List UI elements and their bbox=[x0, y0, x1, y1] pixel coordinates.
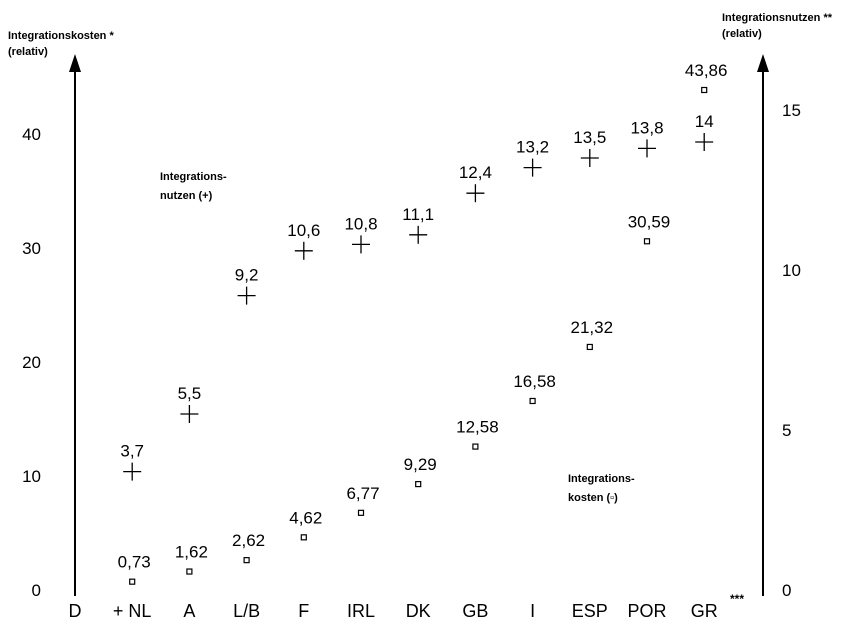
category-label: GB bbox=[462, 601, 488, 621]
category-label: L/B bbox=[233, 601, 260, 621]
left-axis-ticks: 0 10 20 30 40 bbox=[22, 125, 41, 600]
nutzen-data-label: 10,6 bbox=[287, 221, 320, 240]
nutzen-data-label: 10,8 bbox=[344, 214, 377, 233]
category-labels: D + NL A L/B F IRL DK GB I ESP POR GR bbox=[69, 601, 718, 621]
category-label: DK bbox=[406, 601, 431, 621]
right-axis-arrow-icon bbox=[757, 54, 769, 72]
left-tick-label: 10 bbox=[22, 467, 41, 486]
kosten-data-label: 16,58 bbox=[513, 372, 556, 391]
right-tick-label: 15 bbox=[782, 101, 801, 120]
right-axis-ticks: 0 5 10 15 bbox=[782, 101, 801, 600]
kosten-point bbox=[357, 509, 365, 516]
nutzen-data-label: 13,8 bbox=[630, 118, 663, 137]
nutzen-point bbox=[123, 462, 142, 481]
kosten-data-label: 4,62 bbox=[289, 508, 322, 527]
kosten-data-label: 12,58 bbox=[456, 418, 499, 437]
kosten-data-label: 0,73 bbox=[118, 553, 151, 572]
category-label: ESP bbox=[572, 601, 608, 621]
left-tick-label: 0 bbox=[32, 581, 41, 600]
category-label: POR bbox=[627, 601, 666, 621]
right-tick-label: 5 bbox=[782, 421, 791, 440]
categories-footnote: *** bbox=[730, 592, 744, 606]
legend-kosten-line1: Integrations- bbox=[568, 473, 635, 485]
nutzen-point bbox=[352, 235, 370, 254]
kosten-point bbox=[701, 86, 708, 94]
nutzen-data-label: 9,2 bbox=[235, 266, 259, 285]
nutzen-point bbox=[466, 184, 485, 203]
right-axis-title-line2: (relativ) bbox=[722, 28, 762, 40]
nutzen-point bbox=[695, 133, 714, 151]
kosten-point bbox=[129, 578, 136, 585]
nutzen-point bbox=[237, 286, 256, 305]
category-label: I bbox=[530, 601, 535, 621]
left-axis bbox=[69, 54, 81, 596]
nutzen-point bbox=[180, 405, 199, 423]
left-axis-title-line2: (relativ) bbox=[8, 46, 48, 58]
left-tick-label: 20 bbox=[22, 353, 41, 372]
kosten-point bbox=[300, 534, 307, 541]
category-label: D bbox=[69, 601, 82, 621]
nutzen-point bbox=[580, 149, 599, 167]
right-tick-label: 0 bbox=[782, 581, 791, 600]
category-label: IRL bbox=[347, 601, 375, 621]
kosten-point bbox=[643, 238, 651, 245]
kosten-data-label: 9,29 bbox=[404, 455, 437, 474]
kosten-data-label: 1,62 bbox=[175, 543, 208, 562]
category-label: F bbox=[298, 601, 309, 621]
series-nutzen: 3,7 5,5 9,2 10,6 10,8 11,1 12,4 13,2 13,5 13,8 14 bbox=[120, 112, 714, 481]
kosten-point bbox=[186, 568, 193, 575]
series-kosten: 0,731,622,624,626,779,2912,5816,5821,323… bbox=[118, 61, 728, 585]
nutzen-data-label: 12,4 bbox=[459, 163, 492, 182]
kosten-point bbox=[243, 557, 250, 564]
nutzen-data-label: 5,5 bbox=[178, 384, 202, 403]
nutzen-point bbox=[638, 139, 656, 158]
legend-nutzen-line1: Integrations- bbox=[160, 171, 227, 183]
left-tick-label: 40 bbox=[22, 125, 41, 144]
right-axis-title-line1: Integrationsnutzen ** bbox=[722, 12, 833, 24]
kosten-point bbox=[586, 343, 593, 351]
nutzen-data-label: 13,5 bbox=[573, 128, 606, 147]
kosten-data-label: 6,77 bbox=[346, 484, 379, 503]
category-label: A bbox=[183, 601, 195, 621]
left-axis-title-line1: Integrationskosten * bbox=[8, 30, 114, 42]
right-axis bbox=[757, 54, 769, 596]
nutzen-point bbox=[409, 225, 428, 244]
kosten-data-label: 43,86 bbox=[685, 61, 728, 80]
legend-nutzen-line2: nutzen (+) bbox=[160, 190, 213, 202]
kosten-point bbox=[529, 397, 536, 405]
legend-kosten-line2: kosten (▫) bbox=[568, 492, 618, 504]
category-label: GR bbox=[691, 601, 718, 621]
kosten-data-label: 30,59 bbox=[628, 212, 671, 231]
kosten-point bbox=[415, 480, 422, 488]
kosten-data-label: 2,62 bbox=[232, 531, 265, 550]
nutzen-point bbox=[523, 158, 542, 177]
left-axis-arrow-icon bbox=[69, 54, 81, 72]
right-tick-label: 10 bbox=[782, 261, 801, 280]
kosten-point bbox=[472, 443, 479, 450]
category-label: + NL bbox=[113, 601, 152, 621]
nutzen-data-label: 14 bbox=[695, 112, 714, 131]
nutzen-data-label: 13,2 bbox=[516, 138, 549, 157]
left-tick-label: 30 bbox=[22, 239, 41, 258]
kosten-data-label: 21,32 bbox=[571, 318, 614, 337]
nutzen-data-label: 11,1 bbox=[402, 205, 434, 224]
nutzen-point bbox=[294, 241, 313, 260]
nutzen-data-label: 3,7 bbox=[120, 442, 144, 461]
